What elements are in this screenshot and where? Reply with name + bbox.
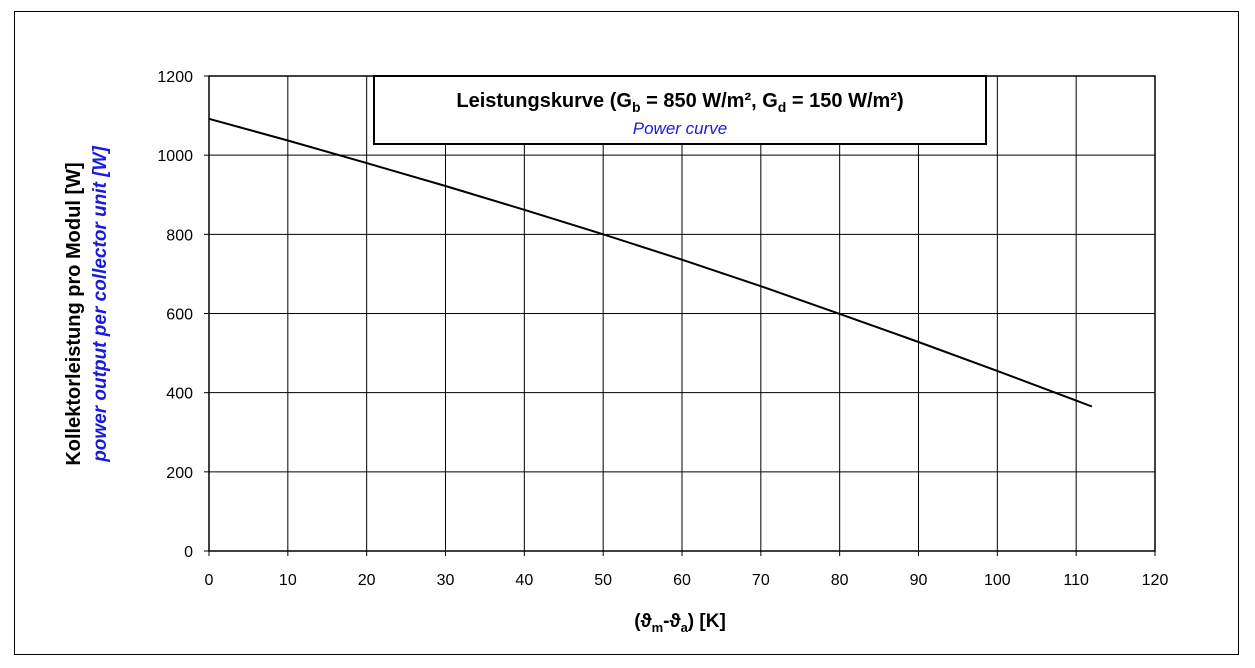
grid-lines <box>204 75 1156 556</box>
title-box <box>373 75 987 145</box>
chart-title: Leistungskurve (Gb = 850 W/m², Gd = 150 … <box>456 90 903 115</box>
x-tick-label: 110 <box>1063 572 1089 589</box>
x-tick-labels: 0 10 20 30 40 50 60 70 80 90 100 110 120 <box>205 572 1169 589</box>
y-tick-labels: 0 200 400 600 800 1000 1200 <box>157 69 193 561</box>
x-tick-label: 90 <box>910 572 928 589</box>
x-tick-label: 20 <box>358 572 376 589</box>
x-tick-label: 120 <box>1142 572 1169 589</box>
y-axis-label-en: power output per collector unit [W] <box>90 146 111 463</box>
x-tick-label: 10 <box>279 572 297 589</box>
chart-subtitle: Power curve <box>633 119 727 138</box>
y-tick-label: 0 <box>184 544 193 561</box>
y-tick-label: 600 <box>166 307 193 324</box>
y-tick-label: 1000 <box>157 148 193 165</box>
x-tick-label: 100 <box>984 572 1011 589</box>
x-tick-label: 50 <box>594 572 612 589</box>
chart-frame <box>14 11 1239 655</box>
y-tick-label: 200 <box>166 465 193 482</box>
x-tick-label: 30 <box>437 572 455 589</box>
series-line-power-curve <box>208 117 1093 408</box>
x-axis-label: (ϑm-ϑa) [K] <box>634 611 726 635</box>
y-tick-label: 800 <box>166 227 193 244</box>
y-tick-label: 400 <box>166 386 193 403</box>
x-tick-label: 0 <box>205 572 214 589</box>
y-axis-label-de: Kollektorleistung pro Modul [W] <box>63 162 85 465</box>
x-tick-label: 70 <box>752 572 770 589</box>
x-tick-label: 80 <box>831 572 849 589</box>
x-tick-label: 40 <box>515 572 533 589</box>
y-tick-label: 1200 <box>157 69 193 86</box>
x-tick-label: 60 <box>673 572 691 589</box>
